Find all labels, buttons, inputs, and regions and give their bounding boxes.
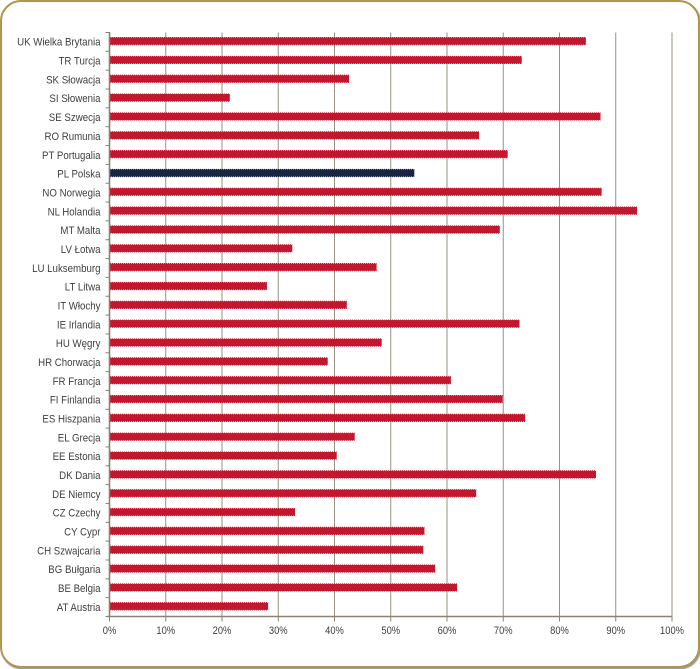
svg-text:SE Szwecja: SE Szwecja [49, 112, 101, 124]
svg-text:BE Belgia: BE Belgia [58, 583, 101, 595]
svg-text:BG Bułgaria: BG Bułgaria [48, 564, 101, 576]
svg-text:DE Niemcy: DE Niemcy [52, 489, 101, 501]
svg-text:PL Polska: PL Polska [57, 169, 101, 181]
svg-text:ES Hiszpania: ES Hiszpania [42, 413, 101, 425]
svg-text:SK Słowacja: SK Słowacja [46, 74, 101, 86]
svg-text:NL Holandia: NL Holandia [48, 206, 102, 218]
svg-text:SI Słowenia: SI Słowenia [49, 93, 101, 105]
svg-text:CH Szwajcaria: CH Szwajcaria [37, 545, 101, 557]
svg-text:EL Grecja: EL Grecja [58, 432, 101, 444]
svg-text:AT Austria: AT Austria [57, 602, 101, 614]
svg-text:80%: 80% [550, 625, 569, 637]
svg-text:60%: 60% [438, 625, 457, 637]
svg-text:MT Malta: MT Malta [60, 225, 101, 237]
svg-text:HR Chorwacja: HR Chorwacja [38, 357, 101, 369]
svg-text:LU Luksemburg: LU Luksemburg [32, 263, 100, 275]
svg-text:40%: 40% [325, 625, 344, 637]
svg-text:IT Włochy: IT Włochy [58, 300, 101, 312]
svg-text:0%: 0% [103, 625, 117, 637]
svg-text:FI Finlandia: FI Finlandia [50, 395, 101, 407]
svg-text:70%: 70% [494, 625, 513, 637]
svg-text:RO Rumunia: RO Rumunia [45, 131, 102, 143]
svg-text:FR Francja: FR Francja [53, 376, 102, 388]
svg-text:30%: 30% [269, 625, 288, 637]
svg-text:NO Norwegia: NO Norwegia [42, 187, 101, 199]
svg-text:LV Łotwa: LV Łotwa [61, 244, 101, 256]
svg-text:100%: 100% [660, 625, 684, 637]
svg-text:90%: 90% [606, 625, 625, 637]
svg-text:20%: 20% [213, 625, 232, 637]
svg-text:CZ Czechy: CZ Czechy [53, 508, 101, 520]
svg-text:10%: 10% [156, 625, 175, 637]
svg-text:IE Irlandia: IE Irlandia [57, 319, 101, 331]
svg-text:HU Węgry: HU Węgry [56, 338, 101, 350]
svg-text:50%: 50% [381, 625, 400, 637]
svg-text:LT Litwa: LT Litwa [65, 282, 101, 294]
svg-text:EE Estonia: EE Estonia [53, 451, 102, 463]
svg-text:UK Wielka Brytania: UK Wielka Brytania [17, 37, 101, 49]
svg-text:CY Cypr: CY Cypr [64, 527, 101, 539]
svg-text:DK Dania: DK Dania [59, 470, 101, 482]
svg-text:PT Portugalia: PT Portugalia [42, 150, 101, 162]
svg-text:TR Turcja: TR Turcja [59, 56, 102, 68]
